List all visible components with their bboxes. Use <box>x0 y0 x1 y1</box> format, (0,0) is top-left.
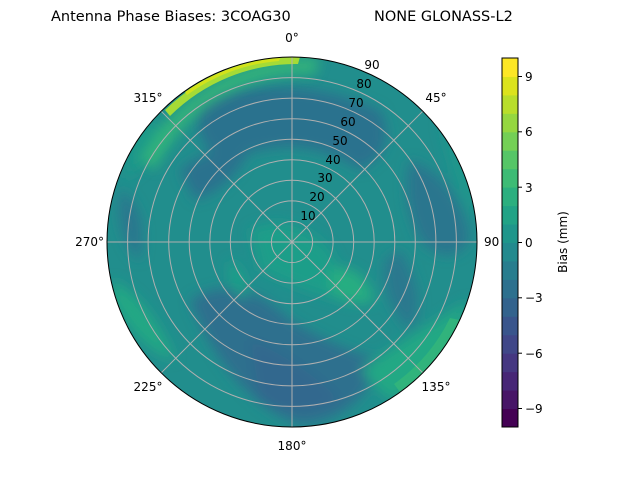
colorbar-band <box>502 353 518 373</box>
radius-label-30: 30 <box>317 171 332 185</box>
colorbar: 9 6 3 0 −3 −6 −9 Bias (mm) <box>501 57 570 428</box>
colorbar-tick-6: 6 <box>525 125 533 139</box>
colorbar-band <box>502 168 518 188</box>
angular-gridlines <box>107 57 477 427</box>
colorbar-band <box>502 279 518 299</box>
radius-label-60: 60 <box>340 115 355 129</box>
colorbar-band <box>502 187 518 207</box>
colorbar-band <box>502 334 518 354</box>
colorbar-tick-neg9: −9 <box>525 402 543 416</box>
angle-label-135: 135° <box>422 380 451 394</box>
colorbar-band <box>502 131 518 151</box>
radius-label-70: 70 <box>348 96 363 110</box>
colorbar-band <box>502 76 518 96</box>
angular-tick-labels: 0° 45° 90 135° 180° 225° 270° 315° <box>75 31 499 453</box>
colorbar-tick-neg6: −6 <box>525 347 543 361</box>
angle-label-315: 315° <box>134 91 163 105</box>
radius-label-80: 80 <box>356 77 371 91</box>
radius-label-50: 50 <box>332 134 347 148</box>
colorbar-band <box>502 113 518 133</box>
colorbar-band <box>502 205 518 225</box>
colorbar-band <box>502 390 518 410</box>
angle-label-180: 180° <box>278 439 307 453</box>
colorbar-band <box>502 224 518 243</box>
colorbar-tick-neg3: −3 <box>525 291 543 305</box>
colorbar-bands <box>502 58 518 428</box>
angle-label-0: 0° <box>285 31 299 45</box>
colorbar-tick-0: 0 <box>525 236 533 250</box>
colorbar-label: Bias (mm) <box>556 211 570 273</box>
polar-frame <box>106 56 478 428</box>
radial-tick-labels: 10 20 30 40 50 60 70 80 90 <box>300 58 379 223</box>
colorbar-band <box>502 316 518 336</box>
chart-title: Antenna Phase Biases: 3COAG30 <box>51 9 291 25</box>
angle-label-90: 90 <box>484 235 499 249</box>
colorbar-tick-3: 3 <box>525 181 533 195</box>
colorbar-band <box>502 371 518 391</box>
colorbar-band <box>502 260 518 280</box>
colorbar-band <box>502 94 518 114</box>
angle-label-225: 225° <box>134 380 163 394</box>
angle-label-270: 270° <box>75 235 104 249</box>
radius-label-10: 10 <box>300 209 315 223</box>
radius-label-90: 90 <box>364 58 379 72</box>
colorbar-band <box>502 408 518 428</box>
colorbar-band <box>502 297 518 317</box>
colorbar-tick-9: 9 <box>525 70 533 84</box>
angle-label-45: 45° <box>425 91 446 105</box>
colorbar-band <box>502 150 518 170</box>
colorbar-band <box>502 242 518 262</box>
radius-label-20: 20 <box>309 190 324 204</box>
radius-label-40: 40 <box>325 153 340 167</box>
colorbar-band <box>502 58 518 77</box>
chart-subtitle: NONE GLONASS-L2 <box>374 9 513 25</box>
